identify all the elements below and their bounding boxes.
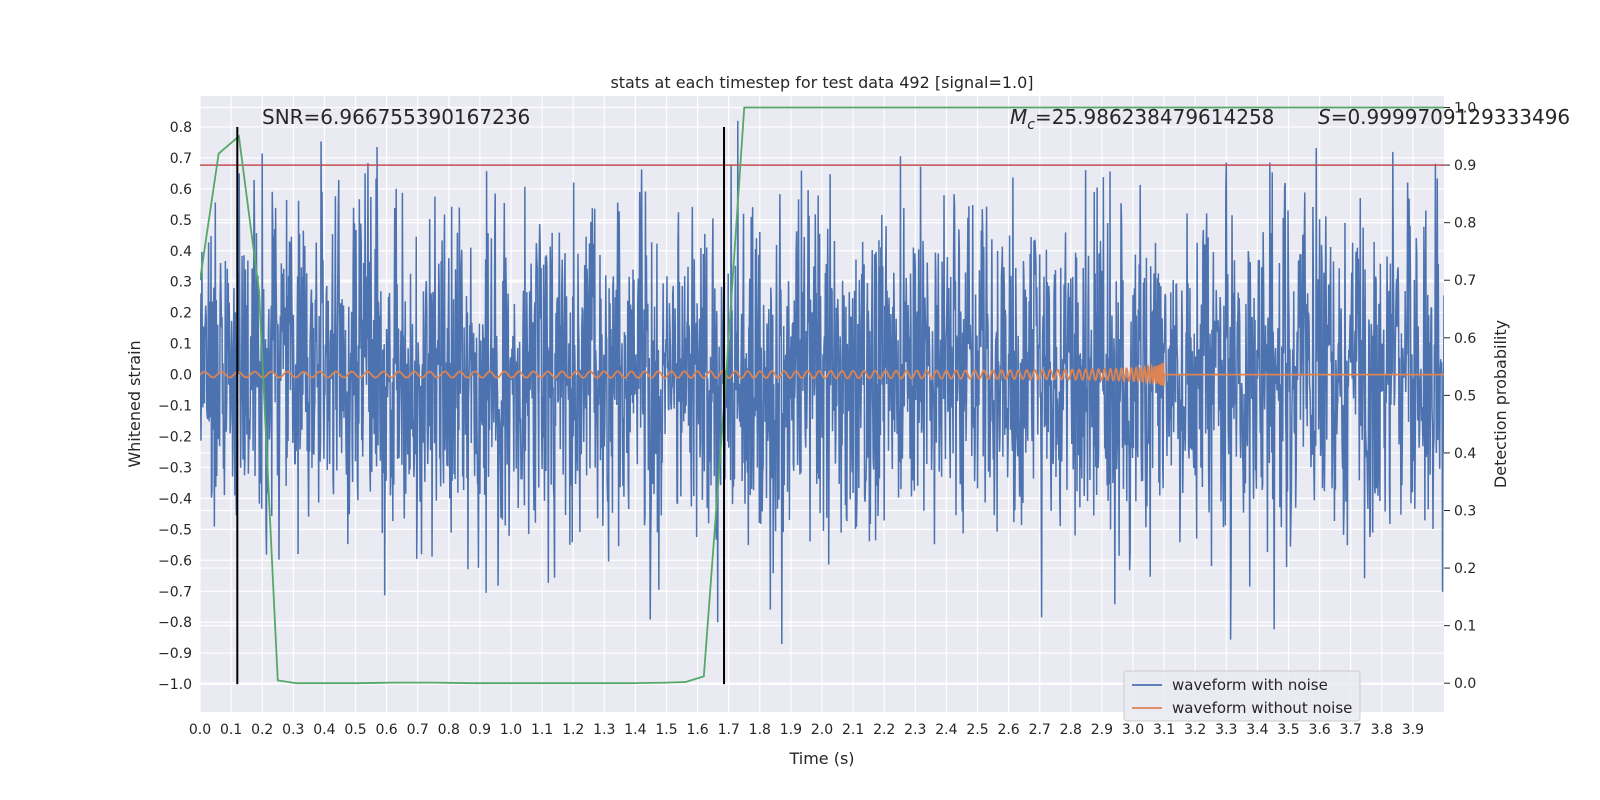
x-tick-label: 1.2	[562, 722, 584, 738]
legend: waveform with noise waveform without noi…	[1123, 670, 1361, 722]
y-right-tick-label: 0.5	[1454, 388, 1476, 404]
x-tick-label: 2.4	[935, 722, 957, 738]
x-tick-label: 1.1	[531, 722, 553, 738]
x-tick-label: 1.7	[718, 722, 740, 738]
x-tick-label: 0.9	[469, 722, 491, 738]
plot-content	[200, 106, 1444, 685]
y-right-axis-ticks: 1.0 0.9 0.8 0.7 0.6 0.5 0.4 0.3 0.2 0.1 0.0	[1444, 101, 1476, 692]
x-tick-label: 0.1	[220, 722, 242, 738]
y-tick-label: 0.8	[170, 120, 192, 136]
y-tick-label: 0.4	[170, 244, 192, 260]
x-tick-label: 2.3	[904, 722, 926, 738]
event-markers	[236, 126, 726, 685]
x-tick-label: 2.8	[1060, 722, 1082, 738]
y-tick-label: 0.5	[170, 213, 192, 229]
x-tick-label: 2.6	[997, 722, 1019, 738]
x-tick-label: 2.0	[811, 722, 833, 738]
y-right-tick-label: 1.0	[1454, 101, 1476, 117]
x-tick-label: 3.1	[1153, 722, 1175, 738]
y-tick-label: −0.7	[158, 584, 192, 600]
y-tick-label: −0.6	[158, 553, 192, 569]
x-tick-label: 3.0	[1122, 722, 1144, 738]
x-tick-label: 3.2	[1184, 722, 1206, 738]
x-tick-label: 0.6	[375, 722, 397, 738]
x-tick-label: 1.6	[686, 722, 708, 738]
significance-annotation: S=0.9999709129333496	[1318, 105, 1570, 129]
series-line-waveform-with-noise	[200, 120, 1444, 645]
x-tick-label: 1.0	[500, 722, 522, 738]
x-tick-label: 1.4	[624, 722, 646, 738]
x-axis-ticks: 0.0 0.1 0.2 0.3 0.4 0.5 0.6 0.7 0.8 0.9 1.0 1.1 1.2 1…	[189, 722, 1424, 738]
y-tick-label: −0.2	[158, 430, 192, 446]
y-right-tick-label: 0.2	[1454, 561, 1476, 577]
y-right-tick-label: 0.8	[1454, 216, 1476, 232]
y-tick-label: −0.5	[158, 522, 192, 538]
y-axis-label: Whitened strain	[125, 340, 144, 467]
chart-title: stats at each timestep for test data 492…	[610, 73, 1033, 92]
y-tick-label: −0.4	[158, 491, 192, 507]
chirp-mass-symbol: M	[1010, 105, 1027, 129]
y-tick-label: −0.9	[158, 646, 192, 662]
y-right-tick-label: 0.7	[1454, 273, 1476, 289]
x-tick-label: 1.9	[780, 722, 802, 738]
y-tick-label: 0.6	[170, 182, 192, 198]
y-right-tick-label: 0.6	[1454, 331, 1476, 347]
x-tick-label: 2.1	[842, 722, 864, 738]
y-right-tick-label: 0.0	[1454, 676, 1476, 692]
legend-label-waveform-without-noise: waveform without noise	[1172, 699, 1352, 717]
y-tick-label: 0.3	[170, 275, 192, 291]
series-line-waveform-without-noise	[200, 362, 1444, 386]
x-tick-label: 0.7	[407, 722, 429, 738]
y-right-tick-label: 0.4	[1454, 446, 1476, 462]
y-tick-label: 0.2	[170, 306, 192, 322]
y-tick-label: 0.1	[170, 337, 192, 353]
series-line-detection-probability	[200, 106, 1444, 685]
x-tick-label: 2.9	[1091, 722, 1113, 738]
x-tick-label: 1.5	[655, 722, 677, 738]
x-tick-label: 0.5	[344, 722, 366, 738]
y-tick-label: −0.3	[158, 460, 192, 476]
x-tick-label: 3.4	[1246, 722, 1268, 738]
x-tick-label: 0.3	[282, 722, 304, 738]
legend-box	[1123, 670, 1361, 722]
x-tick-label: 3.8	[1371, 722, 1393, 738]
x-tick-label: 0.4	[313, 722, 335, 738]
x-tick-label: 0.0	[189, 722, 211, 738]
legend-label-waveform-with-noise: waveform with noise	[1172, 676, 1328, 694]
y-right-tick-label: 0.3	[1454, 504, 1476, 520]
x-tick-label: 3.5	[1277, 722, 1299, 738]
x-tick-label: 3.6	[1308, 722, 1330, 738]
y-axis-ticks: 0.8 0.7 0.6 0.5 0.4 0.3 0.2 0.1 0.0 −0.1 −0.2 −0.3 −…	[158, 120, 192, 693]
x-tick-label: 2.5	[966, 722, 988, 738]
x-tick-label: 3.3	[1215, 722, 1237, 738]
snr-annotation: SNR=6.966755390167236	[262, 105, 530, 129]
y-right-axis-label: Detection probability	[1491, 320, 1510, 488]
x-tick-label: 2.2	[873, 722, 895, 738]
x-tick-label: 0.8	[438, 722, 460, 738]
chirp-mass-annotation: Mc=25.986238479614258	[1010, 105, 1274, 133]
significance-value: =0.9999709129333496	[1331, 105, 1570, 129]
x-tick-label: 3.9	[1402, 722, 1424, 738]
y-tick-label: −0.8	[158, 615, 192, 631]
x-tick-label: 2.7	[1029, 722, 1051, 738]
x-tick-label: 3.7	[1340, 722, 1362, 738]
chirp-mass-value: =25.986238479614258	[1035, 105, 1274, 129]
chirp-mass-subscript: c	[1027, 117, 1035, 133]
significance-symbol: S	[1318, 105, 1331, 129]
x-axis-label: Time (s)	[788, 749, 854, 768]
y-right-tick-label: 0.9	[1454, 158, 1476, 174]
x-tick-label: 1.3	[593, 722, 615, 738]
x-tick-label: 0.2	[251, 722, 273, 738]
y-tick-label: 0.7	[170, 151, 192, 167]
y-tick-label: 0.0	[170, 368, 192, 384]
x-tick-label: 1.8	[749, 722, 771, 738]
y-tick-label: −1.0	[158, 677, 192, 693]
y-right-tick-label: 0.1	[1454, 619, 1476, 635]
y-tick-label: −0.1	[158, 399, 192, 415]
